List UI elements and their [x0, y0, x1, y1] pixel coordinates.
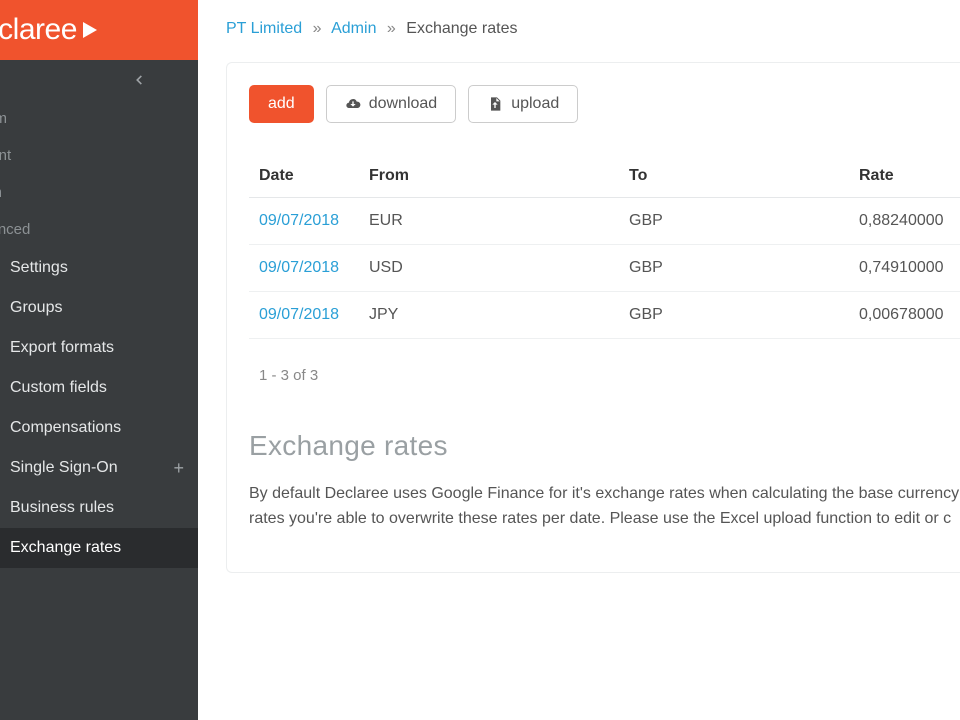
nav-heading-advanced[interactable]: vanced — [0, 211, 198, 248]
sidebar-item-label: Groups — [10, 299, 62, 317]
file-upload-icon — [487, 96, 503, 112]
sidebar-item-label: Business rules — [10, 499, 114, 517]
app-root: eclaree tem ount nin vanced Settings Gro… — [0, 0, 960, 720]
cell-date: 09/07/2018 — [249, 292, 359, 339]
cell-to: GBP — [619, 198, 849, 245]
cell-date: 09/07/2018 — [249, 198, 359, 245]
sidebar-item-business-rules[interactable]: Business rules — [0, 488, 198, 528]
upload-button[interactable]: upload — [468, 85, 578, 123]
download-button[interactable]: download — [326, 85, 457, 123]
cell-to: GBP — [619, 245, 849, 292]
section-description: By default Declaree uses Google Finance … — [249, 482, 960, 532]
sidebar-collapse-button[interactable] — [0, 60, 198, 100]
nav-heading-admin[interactable]: nin — [0, 174, 198, 211]
col-to: To — [619, 155, 849, 198]
toolbar: add download upload — [249, 85, 960, 123]
button-label: add — [268, 95, 295, 113]
breadcrumb-sep: » — [313, 20, 322, 37]
brand-name: eclaree — [0, 13, 77, 47]
table-row: 09/07/2018 USDGBP0,74910000 — [249, 245, 960, 292]
button-label: download — [369, 95, 438, 113]
sidebar-item-sso[interactable]: Single Sign-On + — [0, 448, 198, 488]
table-row: 09/07/2018 EURGBP0,88240000 — [249, 198, 960, 245]
cell-rate: 0,00678000 — [849, 292, 960, 339]
date-link[interactable]: 09/07/2018 — [259, 259, 339, 276]
breadcrumb-sep: » — [387, 20, 396, 37]
sidebar-item-label: Compensations — [10, 419, 121, 437]
sidebar-item-label: Custom fields — [10, 379, 107, 397]
sidebar-item-compensations[interactable]: Compensations — [0, 408, 198, 448]
col-from: From — [359, 155, 619, 198]
button-label: upload — [511, 95, 559, 113]
col-date: Date — [249, 155, 359, 198]
sidebar-item-label: Exchange rates — [10, 539, 121, 557]
cell-from: EUR — [359, 198, 619, 245]
sidebar-item-export-formats[interactable]: Export formats — [0, 328, 198, 368]
breadcrumb: PT Limited » Admin » Exchange rates — [198, 0, 960, 58]
cell-from: USD — [359, 245, 619, 292]
nav-heading-system[interactable]: tem — [0, 100, 198, 137]
plus-icon: + — [173, 459, 184, 477]
breadcrumb-org[interactable]: PT Limited — [226, 20, 302, 37]
table-row: 09/07/2018 JPYGBP0,00678000 — [249, 292, 960, 339]
sidebar: eclaree tem ount nin vanced Settings Gro… — [0, 0, 198, 720]
table-header-row: Date From To Rate — [249, 155, 960, 198]
cell-from: JPY — [359, 292, 619, 339]
col-rate: Rate — [849, 155, 960, 198]
cell-rate: 0,74910000 — [849, 245, 960, 292]
sidebar-item-settings[interactable]: Settings — [0, 248, 198, 288]
sidebar-item-label: Single Sign-On — [10, 459, 118, 477]
sidebar-item-groups[interactable]: Groups — [0, 288, 198, 328]
cell-to: GBP — [619, 292, 849, 339]
sidebar-item-label: Export formats — [10, 339, 114, 357]
cloud-download-icon — [345, 96, 361, 112]
date-link[interactable]: 09/07/2018 — [259, 212, 339, 229]
breadcrumb-section[interactable]: Admin — [331, 20, 376, 37]
main-content: PT Limited » Admin » Exchange rates add … — [198, 0, 960, 720]
brand-logo[interactable]: eclaree — [0, 0, 198, 60]
sidebar-item-label: Settings — [10, 259, 68, 277]
caret-right-icon — [83, 22, 97, 38]
sidebar-item-exchange-rates[interactable]: Exchange rates — [0, 528, 198, 568]
pager-text: 1 - 3 of 3 — [249, 339, 960, 384]
content-panel: add download upload Date From To — [226, 62, 960, 573]
add-button[interactable]: add — [249, 85, 314, 123]
cell-date: 09/07/2018 — [249, 245, 359, 292]
date-link[interactable]: 09/07/2018 — [259, 306, 339, 323]
arrow-left-icon — [132, 73, 146, 87]
nav-heading-account[interactable]: ount — [0, 137, 198, 174]
rates-table: Date From To Rate 09/07/2018 EURGBP0,8824… — [249, 155, 960, 339]
sidebar-item-custom-fields[interactable]: Custom fields — [0, 368, 198, 408]
section-title: Exchange rates — [249, 430, 960, 462]
breadcrumb-current: Exchange rates — [406, 20, 517, 37]
cell-rate: 0,88240000 — [849, 198, 960, 245]
